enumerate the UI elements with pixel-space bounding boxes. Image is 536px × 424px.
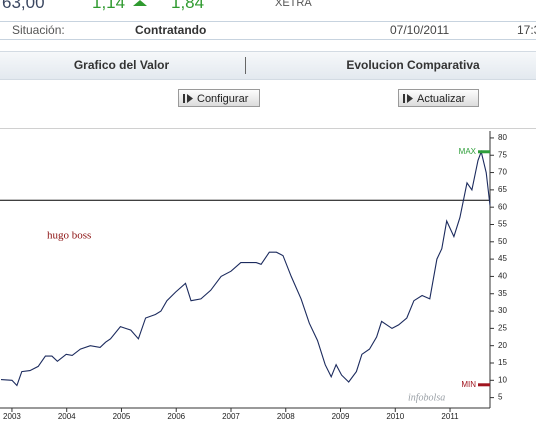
y-tick-label: 75 xyxy=(498,150,507,159)
x-tick-label: 2005 xyxy=(113,412,131,421)
button-icon xyxy=(403,94,413,103)
y-tick-label: 65 xyxy=(498,185,507,194)
x-tick-label: 2007 xyxy=(222,412,240,421)
y-tick-label: 55 xyxy=(498,220,507,229)
y-tick-label: 35 xyxy=(498,289,507,298)
y-tick-label: 25 xyxy=(498,323,507,332)
x-tick-label: 2010 xyxy=(386,412,404,421)
status-row xyxy=(0,21,536,40)
x-tick-label: 2004 xyxy=(58,412,76,421)
x-tick-label: 2003 xyxy=(3,412,21,421)
watermark: infobolsa xyxy=(408,392,445,403)
x-tick-label: 2008 xyxy=(277,412,295,421)
max-label: MAX xyxy=(459,147,477,156)
chart: 5 10 15 20 25 30 35 40 45 50 55 60 65 70 75 80 2003 2004 2… xyxy=(0,128,536,421)
x-tick-label: 2006 xyxy=(167,412,185,421)
button-label: Actualizar xyxy=(417,93,466,105)
y-tick-label: 60 xyxy=(498,202,507,211)
y-tick-label: 5 xyxy=(498,393,503,402)
change-pct: 1,84 xyxy=(171,0,205,12)
tab-divider xyxy=(245,57,246,74)
status-label: Situación: xyxy=(12,23,65,37)
price-line xyxy=(0,149,491,387)
status-date: 07/10/2011 xyxy=(390,23,450,37)
y-tick-label: 45 xyxy=(498,254,507,263)
x-tick-label: 2011 xyxy=(441,412,459,421)
button[interactable]: Actualizar xyxy=(398,89,479,107)
tab-bar xyxy=(0,51,536,80)
x-tick-label: 2009 xyxy=(332,412,350,421)
button[interactable]: Configurar xyxy=(178,89,260,107)
y-tick-label: 50 xyxy=(498,237,507,246)
y-tick-label: 30 xyxy=(498,306,507,315)
y-tick-label: 10 xyxy=(498,375,507,384)
up-arrow xyxy=(133,0,147,6)
y-tick-label: 20 xyxy=(498,341,507,350)
min-label: MIN xyxy=(461,380,476,389)
series-name: hugo boss xyxy=(47,230,91,242)
button-label: Configurar xyxy=(197,93,249,105)
status-time: 17:3 xyxy=(517,23,536,37)
change: 1,14 xyxy=(92,0,126,12)
y-tick-label: 40 xyxy=(498,272,507,281)
tab[interactable]: Evolucion Comparativa xyxy=(346,58,480,72)
y-tick-label: 70 xyxy=(498,168,507,177)
status-state: Contratando xyxy=(135,23,207,37)
y-tick-label: 15 xyxy=(498,358,507,367)
market: XETRA xyxy=(275,0,312,9)
y-tick-label: 80 xyxy=(498,133,507,142)
price: 63,00 xyxy=(2,0,45,12)
tab[interactable]: Grafico del Valor xyxy=(73,58,170,72)
button-icon xyxy=(183,94,193,103)
